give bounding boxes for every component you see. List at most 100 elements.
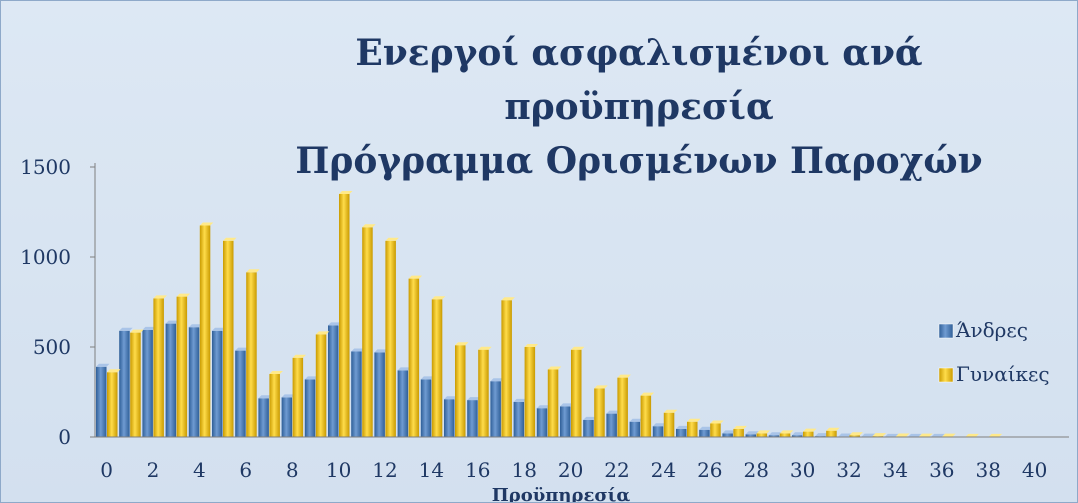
bar-top-andres-20 <box>560 403 574 407</box>
bar-gynaikes-6 <box>246 272 257 437</box>
bar-top-gynaikes-10 <box>339 191 353 194</box>
bar-andres-28 <box>745 434 757 437</box>
bar-top-gynaikes-20 <box>571 346 585 350</box>
bar-gynaikes-10 <box>339 194 350 437</box>
y-tick-label-0: 0 <box>58 425 71 449</box>
chart-title-line-3: Πρόγραμμα Ορισμένων Παροχών <box>295 140 982 182</box>
bar-top-gynaikes-18 <box>524 344 539 347</box>
bar-top-andres-24 <box>652 423 667 427</box>
bar-top-andres-36 <box>931 433 945 437</box>
bar-top-andres-32 <box>838 433 852 437</box>
bar-andres-16 <box>467 400 478 437</box>
x-tick-label-32: 32 <box>836 458 861 482</box>
bar-top-gynaikes-1 <box>130 329 144 333</box>
bar-andres-19 <box>536 408 548 437</box>
bar-gynaikes-11 <box>362 227 373 437</box>
x-tick-label-18: 18 <box>511 458 536 482</box>
bar-gynaikes-25 <box>687 421 698 437</box>
chart-title-line-1: Ενεργοί ασφαλισμένοι ανά <box>355 32 922 74</box>
bar-gynaikes-5 <box>223 240 234 437</box>
bar-gynaikes-26 <box>710 423 721 437</box>
bar-top-andres-22 <box>606 410 620 414</box>
bar-top-gynaikes-13 <box>408 275 423 279</box>
x-tick-label-2: 2 <box>147 458 160 482</box>
bar-top-gynaikes-3 <box>176 293 191 297</box>
bar-andres-8 <box>281 397 293 437</box>
bar-gynaikes-2 <box>153 298 164 437</box>
x-tick-label-4: 4 <box>193 458 206 482</box>
x-tick-label-8: 8 <box>286 458 299 482</box>
bar-top-gynaikes-17 <box>501 297 515 301</box>
bar-top-gynaikes-15 <box>455 342 469 346</box>
bar-andres-11 <box>351 351 362 437</box>
bar-top-gynaikes-9 <box>315 331 330 335</box>
bar-gynaikes-13 <box>408 278 420 437</box>
bar-top-andres-23 <box>629 418 644 422</box>
bar-top-andres-21 <box>583 416 597 420</box>
y-tick-label-1000: 1000 <box>20 245 71 269</box>
bar-top-gynaikes-25 <box>687 418 701 422</box>
legend: Άνδρες Γυναίκες <box>938 318 1050 386</box>
x-tick-label-38: 38 <box>975 458 1000 482</box>
bar-top-andres-35 <box>908 433 922 437</box>
bar-top-gynaikes-31 <box>826 427 840 431</box>
bar-andres-18 <box>513 401 525 437</box>
bar-gynaikes-3 <box>176 296 188 437</box>
bar-top-andres-13 <box>397 367 412 371</box>
bar-top-andres-27 <box>722 430 736 434</box>
bar-top-gynaikes-24 <box>663 409 678 413</box>
x-tick-label-0: 0 <box>100 458 113 482</box>
x-tick-label-30: 30 <box>790 458 815 482</box>
bar-top-gynaikes-27 <box>733 425 747 429</box>
bar-top-andres-10 <box>328 322 342 326</box>
bar-top-gynaikes-0 <box>107 369 121 373</box>
legend-swatch-gynaikes <box>938 367 954 383</box>
bar-andres-22 <box>606 413 617 437</box>
bar-top-gynaikes-19 <box>547 366 562 370</box>
bar-top-gynaikes-22 <box>617 374 631 378</box>
bar-gynaikes-29 <box>779 433 791 437</box>
bar-gynaikes-24 <box>663 412 675 437</box>
x-tick-label-22: 22 <box>604 458 629 482</box>
bar-andres-24 <box>652 426 664 437</box>
x-tick-label-12: 12 <box>372 458 397 482</box>
bar-andres-15 <box>444 399 455 437</box>
x-tick-label-34: 34 <box>883 458 908 482</box>
bar-top-gynaikes-4 <box>199 222 214 226</box>
bar-gynaikes-16 <box>478 349 489 437</box>
bar-gynaikes-20 <box>571 349 582 437</box>
bar-top-gynaikes-5 <box>223 237 237 241</box>
bar-andres-1 <box>119 330 130 437</box>
bar-andres-26 <box>699 429 710 437</box>
bar-top-andres-3 <box>165 320 180 324</box>
bar-top-andres-1 <box>119 327 133 331</box>
bar-andres-21 <box>583 419 594 437</box>
bar-andres-23 <box>629 421 641 437</box>
bar-gynaikes-18 <box>524 347 536 437</box>
bar-top-gynaikes-8 <box>292 354 307 358</box>
x-tick-label-26: 26 <box>697 458 722 482</box>
bar-andres-13 <box>397 370 409 437</box>
bar-top-gynaikes-28 <box>756 430 771 434</box>
bar-top-andres-4 <box>188 324 203 328</box>
chart-title-line-2: προϋπηρεσία <box>504 86 773 128</box>
bar-gynaikes-17 <box>501 300 512 437</box>
y-tick-label-500: 500 <box>33 335 71 359</box>
bar-top-andres-34 <box>884 433 899 437</box>
bar-top-gynaikes-7 <box>269 371 283 374</box>
bar-top-andres-19 <box>536 405 551 409</box>
legend-label-andres: Άνδρες <box>955 318 1028 342</box>
bar-top-gynaikes-12 <box>385 237 399 241</box>
bar-andres-20 <box>560 406 571 437</box>
bar-top-gynaikes-33 <box>872 433 887 437</box>
bar-andres-7 <box>258 398 269 437</box>
bar-top-andres-15 <box>444 396 458 400</box>
bar-gynaikes-9 <box>315 334 327 437</box>
x-tick-label-14: 14 <box>419 458 444 482</box>
bar-top-andres-5 <box>212 327 226 331</box>
bar-top-andres-31 <box>815 433 829 437</box>
bar-andres-30 <box>792 435 803 437</box>
